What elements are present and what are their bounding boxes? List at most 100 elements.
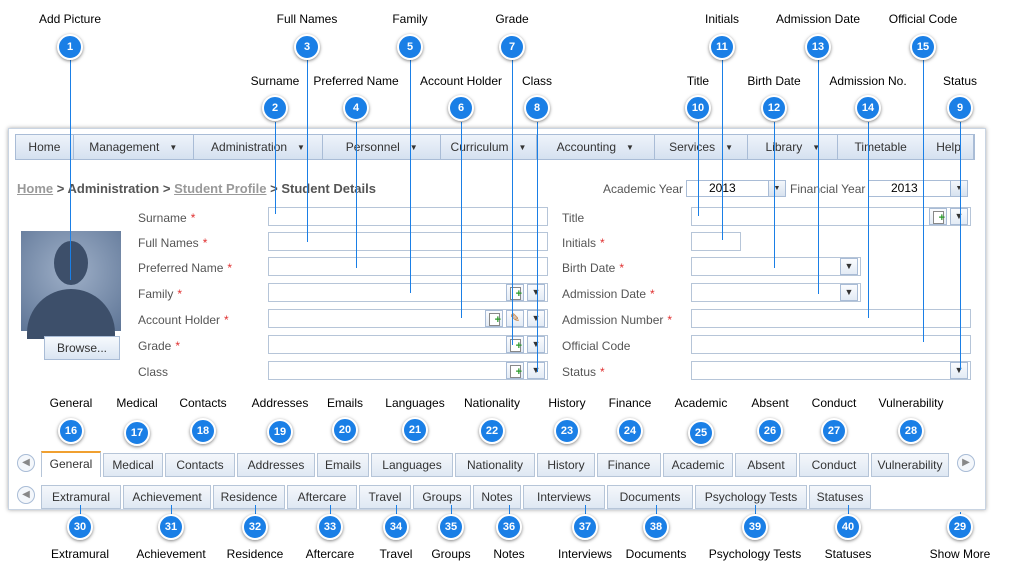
tab-general[interactable]: General <box>41 451 101 477</box>
menu-item-1[interactable]: Management ▼ <box>74 135 194 159</box>
annotation-badge: 17 <box>124 420 150 446</box>
form-field-right-2[interactable] <box>691 257 861 276</box>
annotation-line <box>868 122 869 318</box>
financial-year-select[interactable]: 2013 ▼ <box>868 180 968 197</box>
annotation-label: Surname <box>250 74 300 88</box>
menu-item-3[interactable]: Personnel ▼ <box>323 135 442 159</box>
student-photo[interactable] <box>21 231 121 339</box>
annotation-badge: 27 <box>821 418 847 444</box>
form-field-5[interactable] <box>268 335 548 354</box>
annotation-line <box>70 60 71 280</box>
chevron-down-icon[interactable]: ▼ <box>527 284 545 301</box>
chevron-down-icon[interactable]: ▼ <box>527 310 545 327</box>
menu-item-6[interactable]: Services ▼ <box>655 135 749 159</box>
chevron-left-icon[interactable]: ◀ <box>17 454 35 472</box>
chevron-down-icon[interactable]: ▼ <box>950 208 968 225</box>
chevron-down-icon[interactable]: ▼ <box>527 336 545 353</box>
form-field-1[interactable] <box>268 232 548 251</box>
tab-vulnerability[interactable]: Vulnerability <box>871 453 949 477</box>
tab-statuses[interactable]: Statuses <box>809 485 871 509</box>
annotation-badge: 5 <box>397 34 423 60</box>
tab-conduct[interactable]: Conduct <box>799 453 869 477</box>
menu-item-2[interactable]: Administration ▼ <box>194 135 324 159</box>
academic-year-label: Academic Year <box>603 182 684 196</box>
form-field-right-5[interactable] <box>691 335 971 354</box>
form-field-right-1[interactable] <box>691 232 741 251</box>
tab-aftercare[interactable]: Aftercare <box>287 485 357 509</box>
tab-absent[interactable]: Absent <box>735 453 797 477</box>
field-label: Status * <box>562 365 605 379</box>
tab-interviews[interactable]: Interviews <box>523 485 605 509</box>
add-icon[interactable] <box>506 336 524 354</box>
form-field-right-4[interactable] <box>691 309 971 328</box>
tab-addresses[interactable]: Addresses <box>237 453 315 477</box>
breadcrumb-student-profile-link[interactable]: Student Profile <box>174 181 267 196</box>
annotation-badge: 34 <box>383 514 409 540</box>
form-field-3[interactable] <box>268 283 548 302</box>
form-field-4[interactable] <box>268 309 548 328</box>
chevron-down-icon[interactable]: ▼ <box>840 258 858 275</box>
required-mark: * <box>600 236 605 250</box>
chevron-left-icon[interactable]: ◀ <box>17 486 35 504</box>
chevron-down-icon[interactable]: ▼ <box>768 181 785 196</box>
annotation-label: Statuses <box>824 547 872 561</box>
tab-extramural[interactable]: Extramural <box>41 485 121 509</box>
add-icon[interactable] <box>506 362 524 380</box>
menu-item-7[interactable]: Library ▼ <box>748 135 839 159</box>
tab-achievement[interactable]: Achievement <box>123 485 211 509</box>
menu-item-0[interactable]: Home <box>16 135 74 159</box>
tab-notes[interactable]: Notes <box>473 485 521 509</box>
tab-finance[interactable]: Finance <box>597 453 661 477</box>
chevron-down-icon[interactable]: ▼ <box>527 362 545 379</box>
form-field-right-0[interactable] <box>691 207 971 226</box>
tab-history[interactable]: History <box>537 453 595 477</box>
tab-academic[interactable]: Academic <box>663 453 733 477</box>
annotation-badge: 13 <box>805 34 831 60</box>
menu-item-5[interactable]: Accounting ▼ <box>537 135 655 159</box>
menu-item-9[interactable]: Help <box>924 135 974 159</box>
tab-psychology-tests[interactable]: Psychology Tests <box>695 485 807 509</box>
menu-item-4[interactable]: Curriculum ▼ <box>441 135 537 159</box>
tab-medical[interactable]: Medical <box>103 453 163 477</box>
browse-button[interactable]: Browse... <box>44 336 120 360</box>
field-label: Birth Date * <box>562 261 624 275</box>
tab-travel[interactable]: Travel <box>359 485 411 509</box>
chevron-down-icon[interactable]: ▼ <box>950 362 968 379</box>
form-field-0[interactable] <box>268 207 548 226</box>
add-icon[interactable] <box>506 284 524 302</box>
required-mark: * <box>175 339 181 353</box>
chevron-down-icon[interactable]: ▼ <box>950 181 967 196</box>
chevron-right-icon[interactable]: ▶ <box>957 454 975 472</box>
tab-nationality[interactable]: Nationality <box>455 453 535 477</box>
annotation-label: Notes <box>493 547 525 561</box>
annotation-label: Official Code <box>888 12 958 26</box>
form-field-6[interactable] <box>268 361 548 380</box>
tab-residence[interactable]: Residence <box>213 485 285 509</box>
annotation-badge: 31 <box>158 514 184 540</box>
annotation-label: Add Picture <box>38 12 102 26</box>
tab-languages[interactable]: Languages <box>371 453 453 477</box>
tab-contacts[interactable]: Contacts <box>165 453 235 477</box>
academic-year-select[interactable]: 2013▼ <box>686 180 786 197</box>
annotation-badge: 9 <box>947 95 973 121</box>
chevron-down-icon: ▼ <box>518 142 527 152</box>
form-field-2[interactable] <box>268 257 548 276</box>
add-icon[interactable] <box>929 208 947 226</box>
breadcrumb-separator: > <box>56 181 65 196</box>
breadcrumb-home-link[interactable]: Home <box>17 181 54 196</box>
pencil-icon[interactable]: ✎ <box>506 310 524 327</box>
tab-groups[interactable]: Groups <box>413 485 471 509</box>
form-field-right-3[interactable] <box>691 283 861 302</box>
avatar-head <box>54 241 88 285</box>
form-field-right-6[interactable] <box>691 361 971 380</box>
field-label: Surname * <box>138 211 195 225</box>
add-icon[interactable] <box>485 310 503 328</box>
annotation-badge: 3 <box>294 34 320 60</box>
chevron-down-icon[interactable]: ▼ <box>840 284 858 301</box>
annotation-badge: 32 <box>242 514 268 540</box>
tab-documents[interactable]: Documents <box>607 485 693 509</box>
tab-emails[interactable]: Emails <box>317 453 369 477</box>
annotation-label: Family <box>392 12 428 26</box>
chevron-down-icon: ▼ <box>169 142 178 152</box>
menu-item-8[interactable]: Timetable <box>838 135 925 159</box>
